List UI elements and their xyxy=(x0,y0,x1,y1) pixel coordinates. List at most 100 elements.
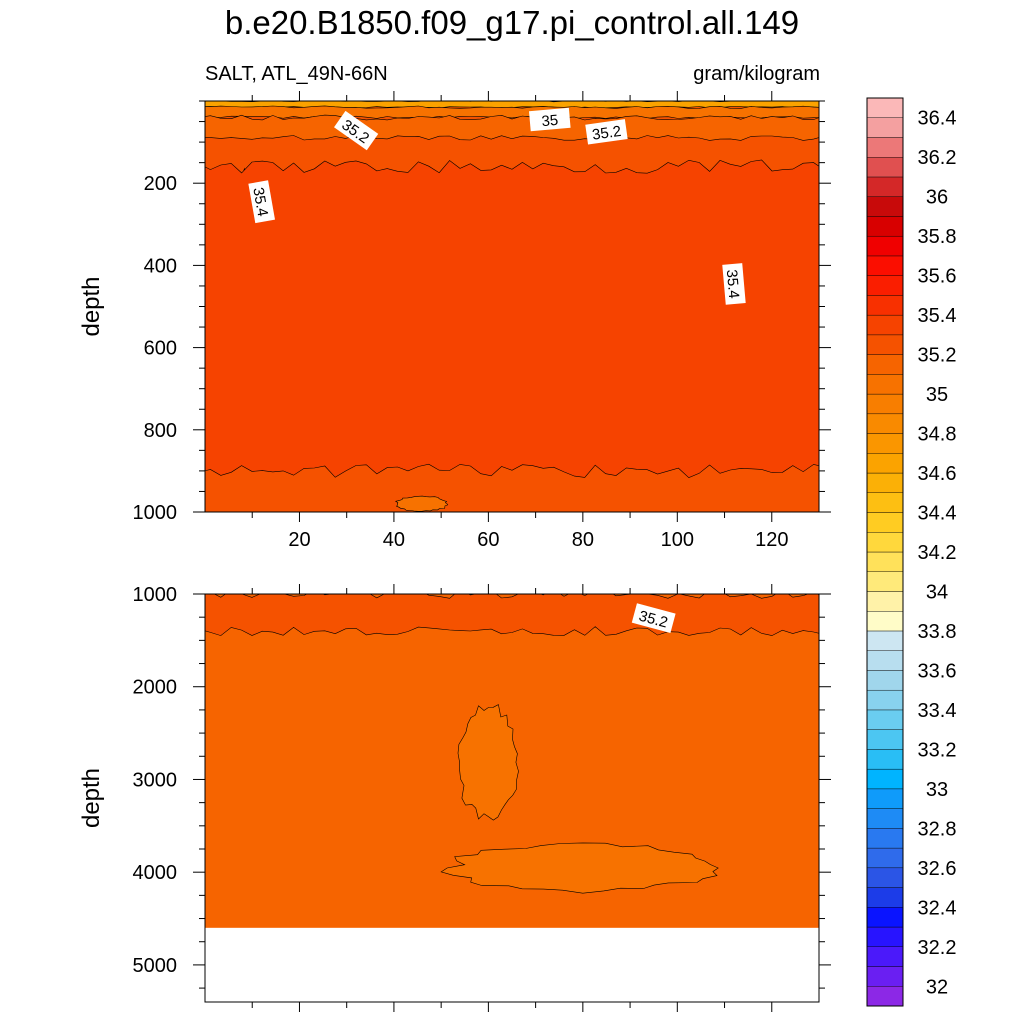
colorbar-swatch xyxy=(866,157,904,178)
colorbar-frame xyxy=(866,97,904,1007)
colorbar-swatch xyxy=(866,137,904,158)
colorbar-swatch xyxy=(866,492,904,513)
colorbar-swatch xyxy=(866,768,904,790)
colorbar-label: 34.2 xyxy=(918,542,957,564)
colorbar-swatch xyxy=(866,808,904,829)
colorbar-label: 33.6 xyxy=(918,660,957,682)
colorbar-label: 34 xyxy=(926,581,948,603)
colorbar-swatch xyxy=(866,314,904,336)
colorbar-swatch xyxy=(866,887,904,908)
contour-label: 35.4 xyxy=(722,263,746,305)
colorbar-swatch xyxy=(866,295,904,316)
colorbar-swatch xyxy=(866,709,904,730)
svg-text:35.4: 35.4 xyxy=(723,269,742,300)
colorbar-label: 36.2 xyxy=(918,147,957,169)
colorbar-swatch xyxy=(866,670,904,691)
y-tick-label: 5000 xyxy=(133,955,178,977)
colorbar-swatch xyxy=(866,393,904,415)
colorbar-label: 32.8 xyxy=(918,818,957,840)
y-tick-label: 3000 xyxy=(133,769,178,791)
colorbar-label: 32.6 xyxy=(918,858,957,880)
upper-panel: 20 40 60 80 100 120 200 400 600 800 1000 depth 35.2 3… xyxy=(78,91,831,551)
svg-text:35.2: 35.2 xyxy=(637,608,670,632)
colorbar-swatch xyxy=(866,512,904,533)
colorbar-label: 34.6 xyxy=(918,463,957,485)
y-tick-label: 2000 xyxy=(133,677,178,699)
colorbar-swatch xyxy=(866,433,904,454)
contour-region xyxy=(205,105,819,119)
colorbar-label: 36 xyxy=(926,187,948,209)
colorbar-swatch xyxy=(866,551,904,572)
y-tick-label: 1000 xyxy=(133,584,178,606)
colorbar-swatch xyxy=(866,176,904,197)
x-tick-label: 20 xyxy=(288,529,310,551)
y-axis-label: depth xyxy=(78,768,105,828)
contour-region xyxy=(457,704,519,821)
colorbar-swatch xyxy=(866,966,904,987)
colorbar-label: 33.2 xyxy=(918,739,957,761)
colorbar-swatch xyxy=(866,453,904,474)
x-tick-label: 60 xyxy=(477,529,499,551)
colorbar-swatch xyxy=(866,354,904,375)
colorbar-swatch xyxy=(866,749,904,770)
colorbar-label: 35.4 xyxy=(918,305,957,327)
colorbar-swatch xyxy=(866,946,904,967)
colorbar-swatch xyxy=(866,729,904,750)
colorbar-label: 33.8 xyxy=(918,621,957,643)
colorbar-swatch xyxy=(866,867,904,888)
colorbar-label: 35.8 xyxy=(918,226,957,248)
colorbar-label: 34.4 xyxy=(918,503,957,525)
colorbar-swatch xyxy=(866,907,904,928)
colorbar-swatch xyxy=(866,255,904,276)
colorbar-label: 32.4 xyxy=(918,897,957,919)
contour-label: 35.4 xyxy=(248,180,275,224)
contour-region xyxy=(394,495,449,512)
colorbar-swatch xyxy=(866,788,904,809)
contour-label: 35 xyxy=(528,107,571,132)
y-tick-label: 4000 xyxy=(133,862,178,884)
colorbar-label: 35 xyxy=(926,384,948,406)
colorbar-swatch xyxy=(866,374,904,395)
colorbar: 32 32.2 32.4 32.6 32.8 33 33.2 33.4 33.6 33.8 34 34… xyxy=(866,97,957,1007)
colorbar-swatch xyxy=(866,828,904,849)
y-tick-label: 400 xyxy=(144,255,177,277)
svg-text:35.4: 35.4 xyxy=(249,186,271,218)
y-tick-label: 800 xyxy=(144,420,177,442)
colorbar-swatch xyxy=(866,689,904,711)
colorbar-swatch xyxy=(866,571,904,592)
colorbar-label: 34.8 xyxy=(918,424,957,446)
colorbar-swatch xyxy=(866,532,904,553)
variable-label: SALT, ATL_49N-66N xyxy=(205,63,388,85)
x-tick-label: 100 xyxy=(661,529,694,551)
lower-panel: 1000 2000 3000 4000 5000 depth 35.2 xyxy=(78,584,831,1012)
colorbar-swatch xyxy=(866,196,904,217)
contour-label: 35.2 xyxy=(585,119,628,145)
svg-text:35.2: 35.2 xyxy=(591,123,622,144)
y-tick-label: 600 xyxy=(144,338,177,360)
colorbar-swatch xyxy=(866,650,904,671)
colorbar-swatch xyxy=(866,926,904,947)
colorbar-swatch xyxy=(866,235,904,257)
colorbar-label: 33 xyxy=(926,779,948,801)
colorbar-swatch xyxy=(866,334,904,355)
units-label: gram/kilogram xyxy=(693,63,820,85)
colorbar-swatch xyxy=(866,413,904,434)
colorbar-swatch xyxy=(866,472,904,493)
colorbar-swatch xyxy=(866,630,904,651)
y-axis-label: depth xyxy=(78,276,105,336)
colorbar-swatch xyxy=(866,117,904,138)
x-tick-label: 80 xyxy=(572,529,594,551)
plot-area xyxy=(205,594,819,1002)
chart-title: b.e20.B1850.f09_g17.pi_control.all.149 xyxy=(224,4,800,41)
colorbar-swatch xyxy=(866,97,904,118)
colorbar-swatch xyxy=(866,611,904,632)
no-data-area xyxy=(205,927,819,1002)
colorbar-swatch xyxy=(866,986,904,1007)
plot-frame xyxy=(204,593,820,1003)
svg-text:35: 35 xyxy=(541,112,559,130)
colorbar-swatch xyxy=(866,847,904,869)
contour-region xyxy=(440,842,719,894)
colorbar-label: 36.4 xyxy=(918,108,957,130)
colorbar-label: 32 xyxy=(926,976,948,998)
